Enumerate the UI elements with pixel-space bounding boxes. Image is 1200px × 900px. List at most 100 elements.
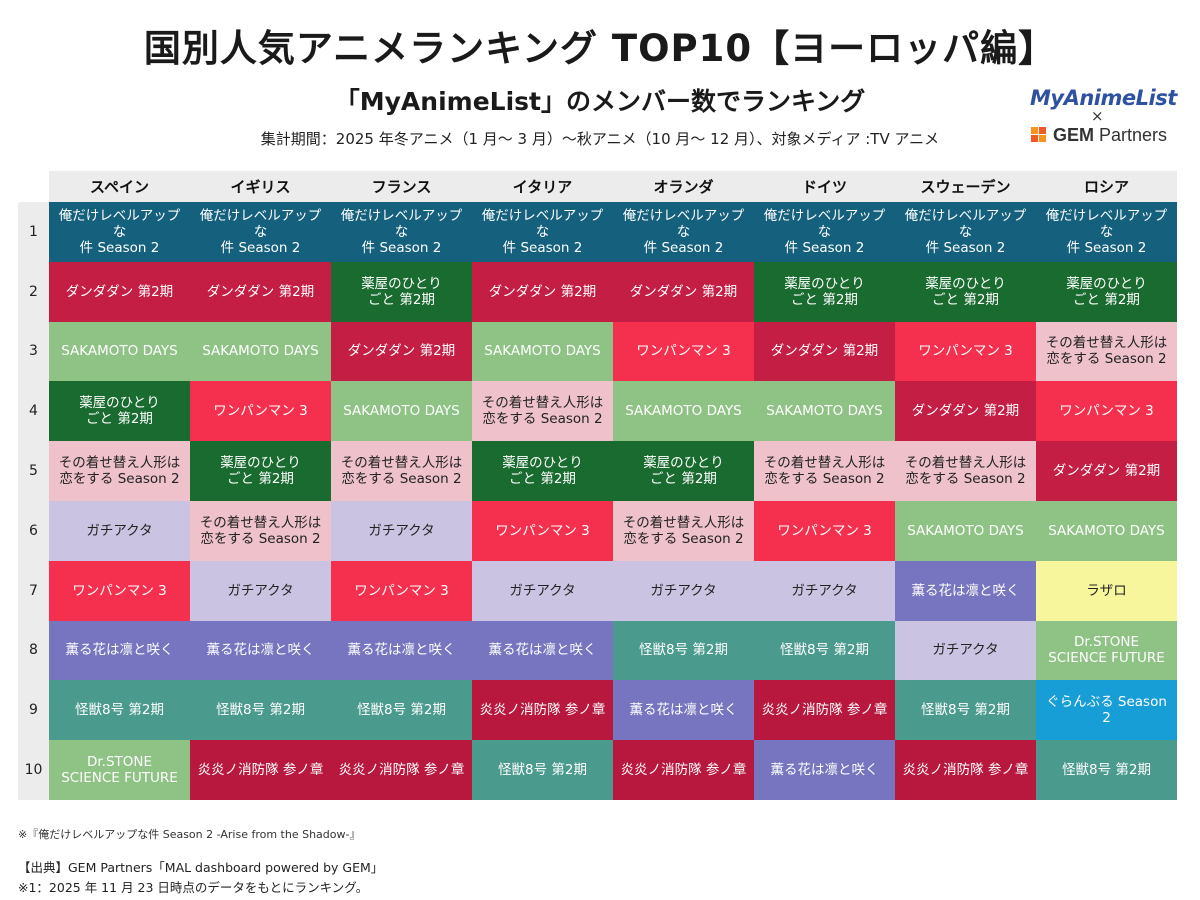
ranking-cell: 薬屋のひとり ごと 第2期 xyxy=(331,261,472,322)
ranking-cell: 薫る花は凛と咲く xyxy=(895,560,1036,621)
ranking-cell: 俺だけレベルアップな 件 Season 2 xyxy=(190,202,331,262)
ranking-cell: ラザロ xyxy=(1036,560,1177,621)
page-title: 国別人気アニメランキング TOP10【ヨーロッパ編】 xyxy=(143,27,1057,70)
ranking-cell: 怪獣8号 第2期 xyxy=(49,680,190,741)
footnote-title: ※『俺だけレベルアップな件 Season 2 -Arise from the S… xyxy=(18,828,361,841)
ranking-cell: 俺だけレベルアップな 件 Season 2 xyxy=(331,202,472,262)
ranking-cell: 俺だけレベルアップな 件 Season 2 xyxy=(472,202,613,262)
country-header: ロシア xyxy=(1036,171,1177,202)
rank-label: 3 xyxy=(18,321,49,382)
country-header: イギリス xyxy=(190,171,331,202)
rank-label: 4 xyxy=(18,381,49,442)
basis-note: ※1：2025 年 11 月 23 日時点のデータをもとにランキング。 xyxy=(18,880,369,895)
ranking-cell: ガチアクタ xyxy=(190,560,331,621)
ranking-cell: SAKAMOTO DAYS xyxy=(754,381,895,442)
ranking-cell: 薬屋のひとり ごと 第2期 xyxy=(472,441,613,501)
ranking-cell: 炎炎ノ消防隊 参ノ章 xyxy=(472,680,613,741)
ranking-cell: ワンパンマン 3 xyxy=(472,500,613,561)
aggregation-period: 集計期間：2025 年冬アニメ（1 月～ 3 月）～秋アニメ（10 月～ 12 … xyxy=(260,130,940,148)
ranking-cell: ワンパンマン 3 xyxy=(190,381,331,442)
ranking-cell: ガチアクタ xyxy=(754,560,895,621)
gem-logo-mark-icon xyxy=(1031,127,1047,143)
ranking-cell: 怪獣8号 第2期 xyxy=(754,620,895,681)
ranking-cell: ダンダダン 第2期 xyxy=(49,261,190,322)
ranking-cell: ワンパンマン 3 xyxy=(1036,381,1177,442)
ranking-cell: SAKAMOTO DAYS xyxy=(190,321,331,382)
ranking-cell: ワンパンマン 3 xyxy=(895,321,1036,382)
ranking-cell: 炎炎ノ消防隊 参ノ章 xyxy=(754,680,895,741)
ranking-cell: SAKAMOTO DAYS xyxy=(49,321,190,382)
country-header: スペイン xyxy=(49,171,190,202)
ranking-cell: Dr.STONE SCIENCE FUTURE xyxy=(1036,620,1177,681)
source-note: 【出典】GEM Partners「MAL dashboard powered b… xyxy=(18,860,384,875)
gem-logo-text: GEM Partners xyxy=(1053,124,1168,145)
ranking-cell: ダンダダン 第2期 xyxy=(190,261,331,322)
ranking-cell: 俺だけレベルアップな 件 Season 2 xyxy=(895,202,1036,262)
ranking-cell: 怪獣8号 第2期 xyxy=(895,680,1036,741)
country-header: イタリア xyxy=(472,171,613,202)
ranking-cell: その着せ替え人形は 恋をする Season 2 xyxy=(754,441,895,501)
country-header: フランス xyxy=(331,171,472,202)
ranking-cell: 怪獣8号 第2期 xyxy=(1036,740,1177,800)
ranking-cell: 怪獣8号 第2期 xyxy=(472,740,613,800)
ranking-cell: ダンダダン 第2期 xyxy=(1036,441,1177,501)
ranking-cell: 薬屋のひとり ごと 第2期 xyxy=(190,441,331,501)
ranking-cell: ダンダダン 第2期 xyxy=(895,381,1036,442)
ranking-cell: 薫る花は凛と咲く xyxy=(472,620,613,681)
ranking-cell: 薬屋のひとり ごと 第2期 xyxy=(49,381,190,442)
ranking-cell: 怪獣8号 第2期 xyxy=(190,680,331,741)
rank-label: 7 xyxy=(18,560,49,621)
ranking-cell: 炎炎ノ消防隊 参ノ章 xyxy=(331,740,472,800)
myanimelist-logo: MyAnimeList xyxy=(1030,86,1177,110)
ranking-cell: 薫る花は凛と咲く xyxy=(754,740,895,800)
ranking-cell: ワンパンマン 3 xyxy=(49,560,190,621)
rank-label: 6 xyxy=(18,500,49,561)
ranking-cell: その着せ替え人形は 恋をする Season 2 xyxy=(1036,321,1177,382)
page-subtitle: 「MyAnimeList」のメンバー数でランキング xyxy=(334,87,866,116)
ranking-table: スペイン イギリス フランス イタリア オランダ ドイツ スウェーデン ロシア 1 俺だけレベルア… xyxy=(18,171,1177,800)
ranking-cell: 薬屋のひとり ごと 第2期 xyxy=(613,441,754,501)
ranking-cell: 薫る花は凛と咲く xyxy=(190,620,331,681)
collab-times-sign: × xyxy=(1091,107,1104,125)
ranking-cell: ダンダダン 第2期 xyxy=(613,261,754,322)
ranking-cell: 怪獣8号 第2期 xyxy=(613,620,754,681)
ranking-cell: 薫る花は凛と咲く xyxy=(331,620,472,681)
country-header: ドイツ xyxy=(754,171,895,202)
rank-label: 8 xyxy=(18,620,49,681)
gem-partners-logo: GEM Partners xyxy=(1031,124,1167,146)
ranking-cell: 薫る花は凛と咲く xyxy=(49,620,190,681)
ranking-cell: ダンダダン 第2期 xyxy=(754,321,895,382)
ranking-cell: 薬屋のひとり ごと 第2期 xyxy=(754,261,895,322)
country-header: オランダ xyxy=(613,171,754,202)
ranking-cell: 薫る花は凛と咲く xyxy=(613,680,754,741)
country-header: スウェーデン xyxy=(895,171,1036,202)
ranking-cell: その着せ替え人形は 恋をする Season 2 xyxy=(613,500,754,561)
table-corner xyxy=(18,171,49,202)
ranking-cell: ワンパンマン 3 xyxy=(331,560,472,621)
rank-label: 9 xyxy=(18,680,49,741)
ranking-cell: SAKAMOTO DAYS xyxy=(895,500,1036,561)
ranking-cell: 炎炎ノ消防隊 参ノ章 xyxy=(613,740,754,800)
ranking-cell: その着せ替え人形は 恋をする Season 2 xyxy=(190,500,331,561)
rank-label: 10 xyxy=(18,740,49,800)
rank-label: 1 xyxy=(18,202,49,262)
rank-label: 5 xyxy=(18,441,49,501)
ranking-cell: 薬屋のひとり ごと 第2期 xyxy=(895,261,1036,322)
ranking-cell: 薬屋のひとり ごと 第2期 xyxy=(1036,261,1177,322)
ranking-cell: Dr.STONE SCIENCE FUTURE xyxy=(49,740,190,800)
ranking-cell: ダンダダン 第2期 xyxy=(472,261,613,322)
ranking-cell: 俺だけレベルアップな 件 Season 2 xyxy=(1036,202,1177,262)
ranking-cell: 俺だけレベルアップな 件 Season 2 xyxy=(754,202,895,262)
ranking-cell: 俺だけレベルアップな 件 Season 2 xyxy=(613,202,754,262)
ranking-cell: SAKAMOTO DAYS xyxy=(331,381,472,442)
ranking-cell: ガチアクタ xyxy=(472,560,613,621)
ranking-cell: SAKAMOTO DAYS xyxy=(613,381,754,442)
ranking-cell: その着せ替え人形は 恋をする Season 2 xyxy=(472,381,613,442)
ranking-cell: ガチアクタ xyxy=(613,560,754,621)
ranking-cell: 炎炎ノ消防隊 参ノ章 xyxy=(895,740,1036,800)
ranking-cell: ワンパンマン 3 xyxy=(754,500,895,561)
ranking-cell: 炎炎ノ消防隊 参ノ章 xyxy=(190,740,331,800)
ranking-cell: ガチアクタ xyxy=(895,620,1036,681)
ranking-cell: ぐらんぶる Season 2 xyxy=(1036,680,1177,741)
ranking-cell: ガチアクタ xyxy=(331,500,472,561)
